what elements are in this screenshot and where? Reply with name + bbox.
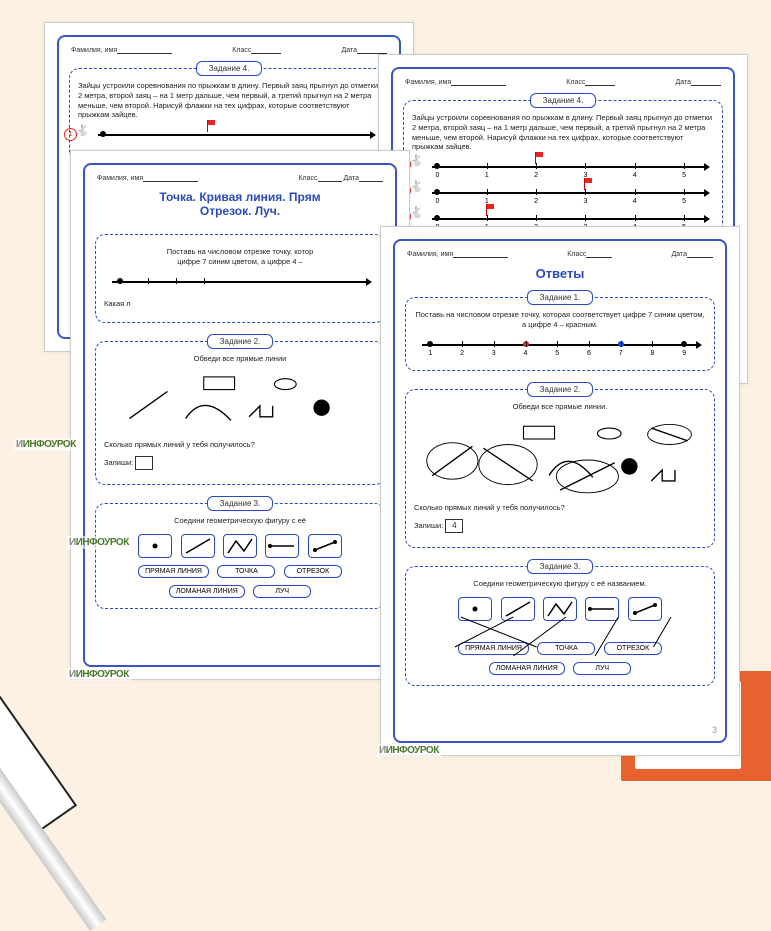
task-2-question: Сколько прямых линий у тебя получилось? <box>414 503 706 513</box>
worksheet-page-front-left: Фамилия, имя Класс Дата Точка. Кривая ли… <box>70 150 410 680</box>
shapes-area <box>104 370 376 440</box>
page-header: Фамилия, имя Класс Дата <box>91 171 389 186</box>
task-4-label: Задание 4. <box>530 93 597 108</box>
connection-lines <box>414 617 706 647</box>
task-3-label: Задание 3. <box>527 559 594 574</box>
task-3-text: Соедини геометрическую фигуру с её назва… <box>414 579 706 589</box>
rabbit-icon: 🐇 <box>410 156 428 166</box>
pencil-prop <box>0 707 106 931</box>
task-2-text: Обведи все прямые линии <box>104 354 376 364</box>
shape-cards-row <box>104 532 376 560</box>
task-2-label: Задание 2. <box>207 334 274 349</box>
rabbit-icon: 🐇 <box>410 182 428 192</box>
watermark: ИИНФОУРОК <box>67 668 131 681</box>
task-4-text: Зайцы устроили соревнования по прыжкам в… <box>412 113 714 152</box>
task-3-text: Соедини геометрическую фигуру с её <box>104 516 376 526</box>
rabbit-icon: 🐇 <box>76 126 94 136</box>
task-4-label: Задание 4. <box>196 61 263 76</box>
name-cards-row: ПРЯМАЯ ЛИНИЯ ТОЧКА ОТРЕЗОК <box>104 560 376 580</box>
task-2-text: Обведи все прямые линии. <box>414 402 706 412</box>
answers-title: Ответы <box>401 266 719 281</box>
task-1-text: Поставь на числовом отрезке точку, котор… <box>104 247 376 267</box>
watermark: ИИНФОУРОК <box>377 744 441 757</box>
page-header: Фамилия, имя Класс Дата <box>399 75 727 90</box>
task-2-question: Сколько прямых линий у тебя получилось? <box>104 440 376 450</box>
watermark: ИИНФОУРОК <box>67 536 131 549</box>
shapes-area-answers <box>414 417 706 503</box>
page-number: 3 <box>712 725 717 735</box>
line-question: Какая л <box>104 299 376 309</box>
answer-value: 4 <box>445 519 463 533</box>
task-2-label: Задание 2. <box>527 382 594 397</box>
answer-input[interactable] <box>135 456 153 470</box>
rabbit-icon: 🐇 <box>410 208 428 218</box>
page-header: Фамилия, имя Класс Дата <box>65 43 393 58</box>
task-4-text: Зайцы устроили соревнования по прыжкам в… <box>78 81 380 120</box>
task-3-label: Задание 3. <box>207 496 274 511</box>
task-1-text: Поставь на числовом отрезке точку, котор… <box>414 310 706 330</box>
watermark: ИИНФОУРОК <box>14 438 78 451</box>
task-1-label: Задание 1. <box>527 290 594 305</box>
page-header: Фамилия, имя Класс Дата <box>401 247 719 262</box>
numberline-1-9: 1 2 3 4 5 6 7 8 9 <box>422 336 698 356</box>
worksheet-page-answers: Фамилия, имя Класс Дата Ответы Задание 1… <box>380 226 740 756</box>
worksheet-title: Точка. Кривая линия. ПрямОтрезок. Луч. <box>91 190 389 218</box>
